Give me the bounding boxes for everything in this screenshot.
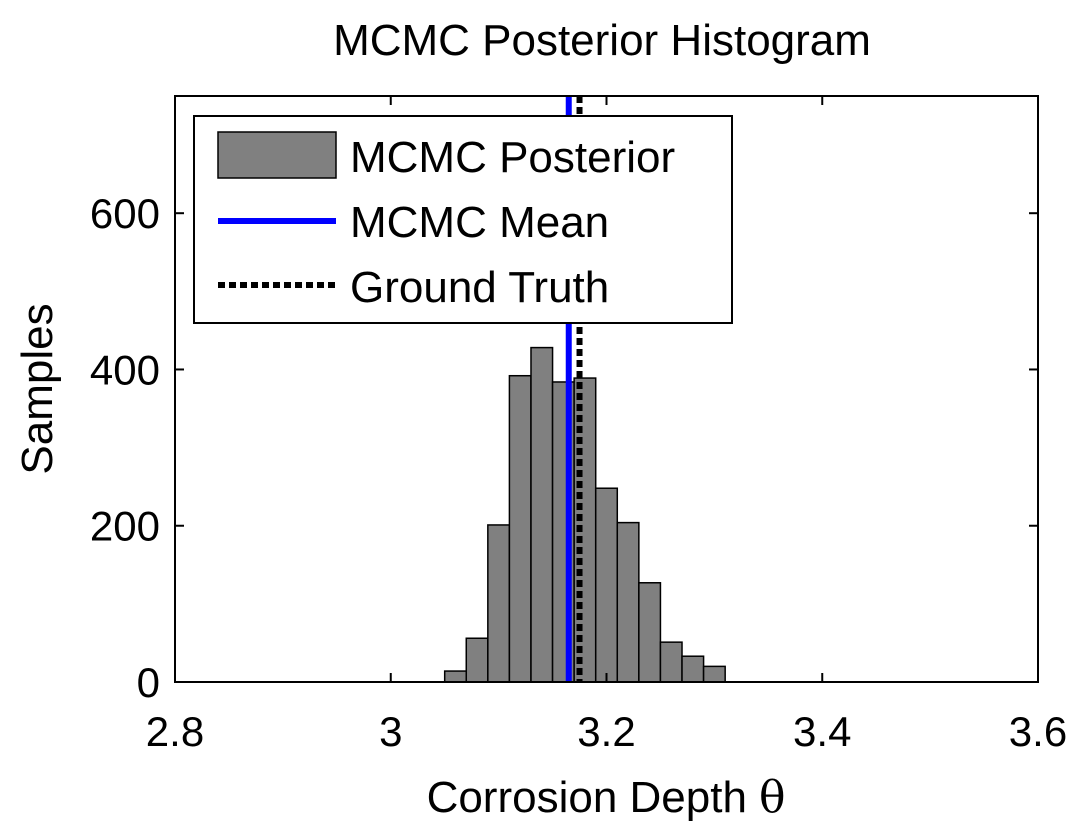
- y-tick-label: 200: [90, 503, 160, 550]
- y-tick-label: 0: [137, 659, 160, 706]
- y-tick-label: 400: [90, 346, 160, 393]
- legend-label-posterior: MCMC Posterior: [350, 133, 675, 182]
- histogram-bar-11: [681, 655, 705, 683]
- x-axis-label-text: Corrosion Depth: [427, 773, 747, 822]
- x-tick-label: 3.6: [1009, 708, 1067, 755]
- histogram-bar-1: [465, 637, 489, 683]
- histogram-bar-3: [508, 374, 532, 683]
- histogram-bar-4: [530, 346, 554, 683]
- legend: MCMC Posterior MCMC Mean Ground Truth: [193, 115, 733, 324]
- histogram-bar-2: [487, 524, 511, 683]
- y-tick-label: 600: [90, 190, 160, 237]
- x-axis-ticks: 2.8 3 3.2 3.4 3.6: [146, 96, 1067, 755]
- histogram-bar-7: [594, 487, 619, 683]
- y-axis-ticks: 0 200 400 600: [90, 190, 1038, 706]
- histogram-bar-0: [443, 670, 468, 683]
- histogram-bar-12: [702, 665, 726, 683]
- histogram-bar-10: [659, 641, 683, 683]
- legend-label-mean: MCMC Mean: [350, 198, 609, 247]
- x-tick-label: 3.2: [577, 708, 635, 755]
- histogram-bars: [443, 346, 726, 683]
- theta-symbol: θ: [759, 772, 786, 823]
- legend-label-truth: Ground Truth: [350, 263, 609, 312]
- x-tick-label: 3.4: [793, 708, 851, 755]
- x-axis-label: Corrosion Depth θ: [427, 772, 786, 823]
- histogram-bar-9: [638, 582, 662, 683]
- chart-title: MCMC Posterior Histogram: [333, 16, 871, 65]
- x-tick-label: 3: [379, 708, 402, 755]
- x-tick-label: 2.8: [146, 708, 204, 755]
- y-axis-label: Samples: [13, 303, 62, 474]
- legend-swatch-posterior: [217, 131, 337, 179]
- histogram-bar-8: [616, 521, 640, 683]
